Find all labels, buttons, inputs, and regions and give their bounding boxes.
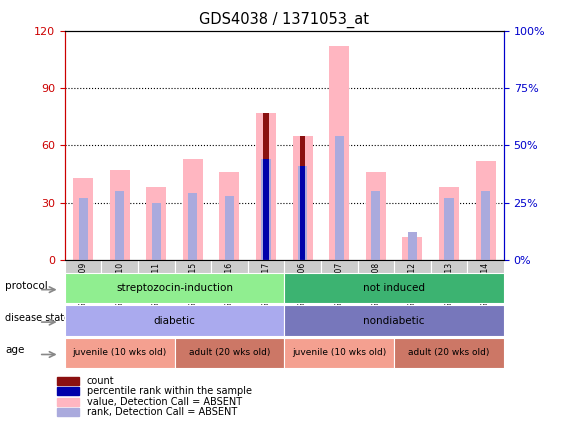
Bar <box>115 191 124 260</box>
Text: age: age <box>5 345 25 356</box>
Text: GSM174808: GSM174808 <box>372 262 380 308</box>
Bar <box>263 159 269 260</box>
Bar <box>57 398 79 406</box>
Bar <box>476 161 495 260</box>
Text: GSM174812: GSM174812 <box>408 262 417 308</box>
Bar <box>371 191 381 260</box>
Text: GSM174814: GSM174814 <box>481 262 490 308</box>
Bar <box>329 46 349 260</box>
Text: rank, Detection Call = ABSENT: rank, Detection Call = ABSENT <box>87 408 237 417</box>
Text: juvenile (10 wks old): juvenile (10 wks old) <box>292 349 386 357</box>
Bar <box>481 191 490 260</box>
Text: GSM174813: GSM174813 <box>445 262 453 308</box>
Bar <box>403 237 422 260</box>
Bar <box>408 232 417 260</box>
Bar <box>220 172 239 260</box>
Text: GSM174817: GSM174817 <box>262 262 270 308</box>
Bar <box>146 187 166 260</box>
Text: GSM174815: GSM174815 <box>189 262 197 308</box>
Bar <box>263 113 269 260</box>
Bar <box>366 172 386 260</box>
Bar <box>57 377 79 385</box>
Bar <box>300 166 306 260</box>
Bar <box>57 408 79 416</box>
Bar <box>225 196 234 260</box>
Text: adult (20 wks old): adult (20 wks old) <box>408 349 490 357</box>
Text: GSM174816: GSM174816 <box>225 262 234 308</box>
Text: GSM174806: GSM174806 <box>298 262 307 308</box>
Bar <box>444 198 454 260</box>
Bar <box>293 136 312 260</box>
Bar <box>188 194 198 260</box>
Text: GSM174811: GSM174811 <box>152 262 160 308</box>
Bar <box>78 198 88 260</box>
Title: GDS4038 / 1371053_at: GDS4038 / 1371053_at <box>199 12 369 28</box>
Text: not induced: not induced <box>363 283 425 293</box>
Text: protocol: protocol <box>5 281 48 291</box>
Text: GSM174810: GSM174810 <box>115 262 124 308</box>
Bar <box>57 387 79 395</box>
Bar <box>261 159 271 260</box>
Text: juvenile (10 wks old): juvenile (10 wks old) <box>73 349 167 357</box>
Bar <box>334 136 344 260</box>
Text: value, Detection Call = ABSENT: value, Detection Call = ABSENT <box>87 397 242 407</box>
Bar <box>73 178 93 260</box>
Text: percentile rank within the sample: percentile rank within the sample <box>87 386 252 396</box>
Text: nondiabetic: nondiabetic <box>363 316 425 325</box>
Bar <box>439 187 459 260</box>
Text: adult (20 wks old): adult (20 wks old) <box>189 349 270 357</box>
Bar <box>183 159 203 260</box>
Text: streptozocin-induction: streptozocin-induction <box>116 283 233 293</box>
Bar <box>151 202 161 260</box>
Text: diabetic: diabetic <box>154 316 195 325</box>
Text: GSM174807: GSM174807 <box>335 262 343 308</box>
Text: GSM174809: GSM174809 <box>79 262 87 308</box>
Text: count: count <box>87 376 115 385</box>
Bar <box>300 136 306 260</box>
Bar <box>110 170 129 260</box>
Bar <box>298 166 307 260</box>
Text: disease state: disease state <box>5 313 70 323</box>
Bar <box>256 113 276 260</box>
